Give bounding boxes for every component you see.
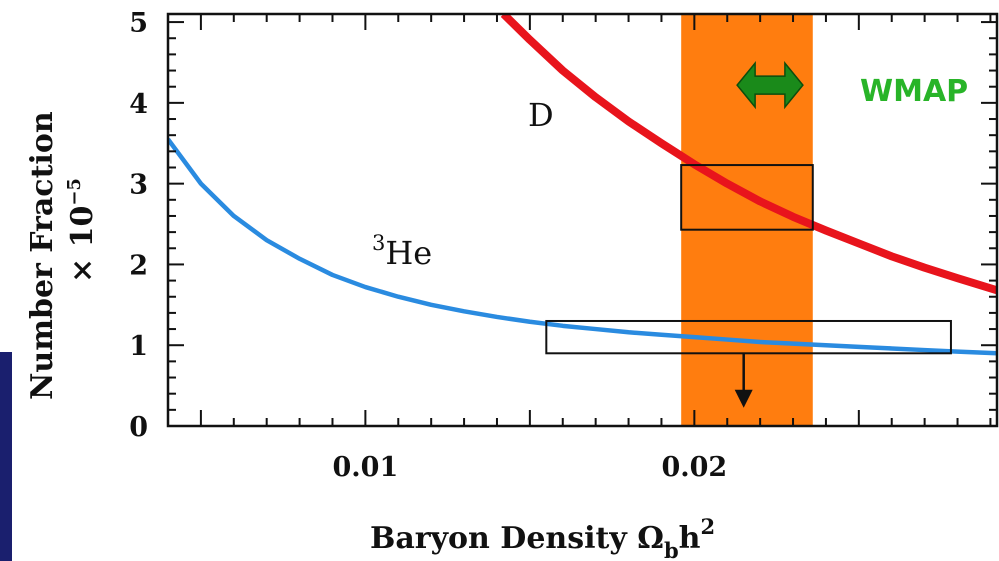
- obs-box-he3: [545, 319, 952, 355]
- y-axis-factor-exp: −5: [64, 178, 85, 206]
- he3-superscript: 3: [372, 231, 385, 255]
- x-axis-title-main: Baryon Density Ω: [370, 521, 664, 556]
- curve-label-d: D: [528, 96, 554, 134]
- obs-box-d: [680, 164, 814, 231]
- y-axis-factor-base: × 10: [65, 206, 100, 283]
- y-tick-label: 4: [129, 89, 148, 120]
- plot-frame: [166, 12, 999, 428]
- upper-limit-arrow-head: [734, 389, 753, 408]
- boxes-layer: [545, 164, 952, 355]
- x-axis-title: Baryon Density Ωbh2: [370, 514, 715, 561]
- curves-layer: [168, 14, 997, 356]
- labels-layer: 0.01 0.02 0 1 2 3 4 5: [129, 8, 727, 483]
- y-tick-label: 0: [129, 412, 148, 443]
- x-tick-label: 0.02: [661, 452, 727, 483]
- wmap-double-arrow: [736, 60, 804, 110]
- y-tick-label: 1: [129, 331, 148, 362]
- slide-edge-bar: [0, 352, 12, 561]
- y-tick-label: 3: [129, 170, 148, 201]
- x-tick-label: 0.01: [332, 452, 398, 483]
- arrows-layer: [734, 60, 804, 408]
- y-tick-label: 5: [129, 8, 148, 39]
- curve-label-he3: 3He: [372, 231, 432, 272]
- y-axis-factor: × 10−5: [64, 178, 100, 283]
- x-axis-title-sup: 2: [700, 514, 715, 539]
- y-tick-label: 2: [129, 250, 148, 281]
- ticks-layer: [167, 14, 997, 427]
- x-axis-title-tail: h: [679, 521, 701, 556]
- x-axis-title-sub: b: [664, 538, 679, 561]
- he3-symbol: He: [385, 234, 432, 272]
- curve-d: [500, 14, 997, 295]
- curve-he3: [168, 137, 997, 356]
- y-axis-title: Number Fraction: [25, 111, 60, 400]
- wmap-label: WMAP: [860, 74, 968, 109]
